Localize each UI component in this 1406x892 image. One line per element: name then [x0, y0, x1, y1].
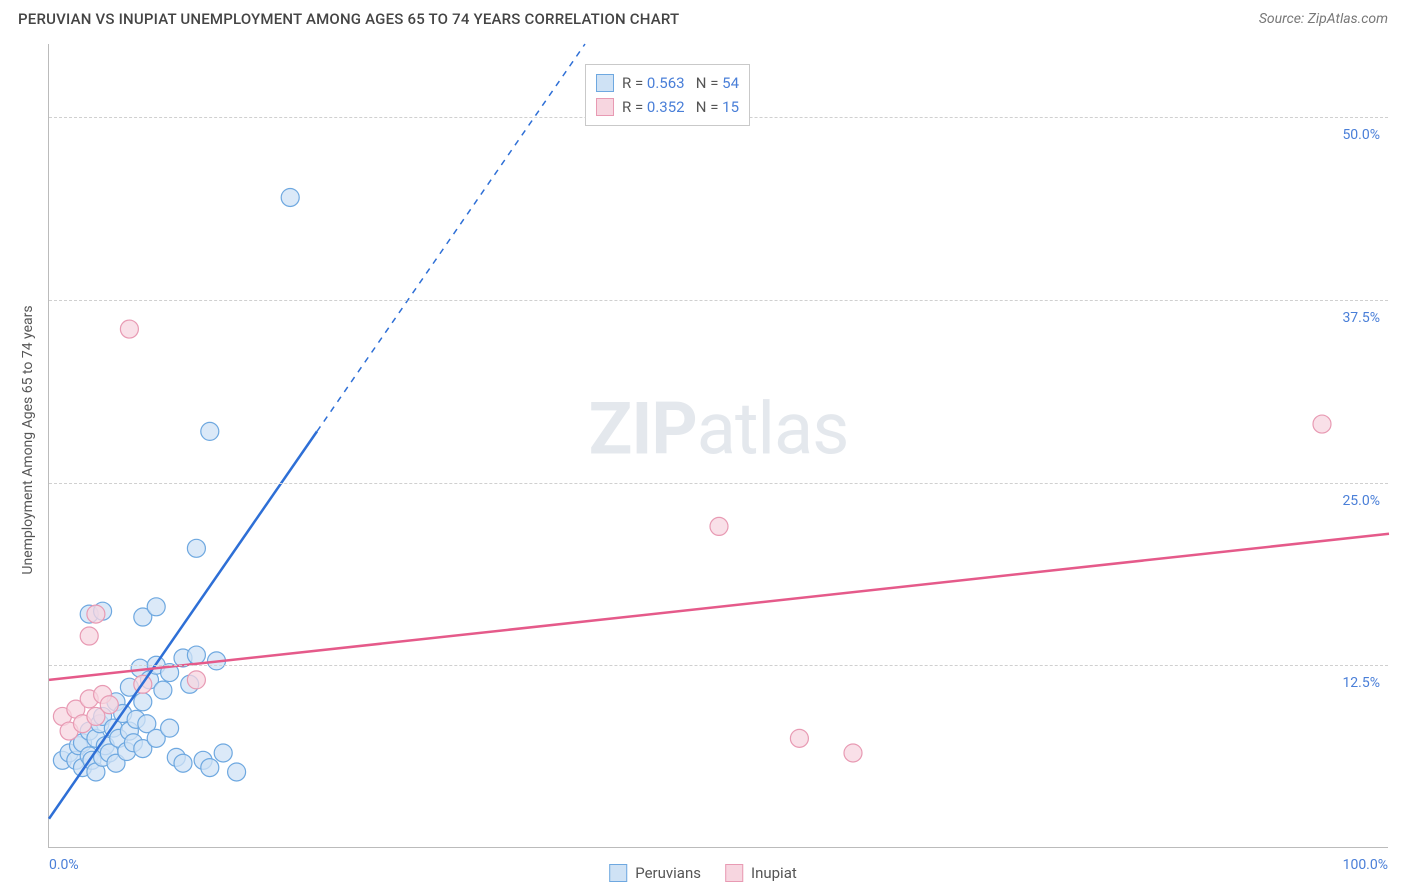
y-tick-label: 25.0% [1342, 493, 1380, 509]
data-point [80, 627, 98, 645]
scatter-svg [49, 44, 1388, 847]
stats-legend-row: R = 0.352 N = 15 [596, 95, 739, 119]
data-point [174, 754, 192, 772]
data-point [201, 422, 219, 440]
stats-text: R = 0.563 N = 54 [622, 71, 739, 95]
stats-text: R = 0.352 N = 15 [622, 95, 739, 119]
data-point [187, 539, 205, 557]
data-point [710, 517, 728, 535]
legend-label: Peruvians [635, 864, 701, 882]
data-point [281, 188, 299, 206]
data-point [187, 646, 205, 664]
bottom-legend: Peruvians Inupiat [609, 864, 797, 882]
data-point [1313, 415, 1331, 433]
gridline [49, 483, 1388, 484]
source-label: Source: ZipAtlas.com [1259, 11, 1388, 27]
gridline [49, 300, 1388, 301]
x-tick-label: 0.0% [49, 857, 79, 873]
plot-region: ZIPatlas 12.5%25.0%37.5%50.0%0.0%100.0%R… [48, 44, 1388, 848]
chart-area: ZIPatlas 12.5%25.0%37.5%50.0%0.0%100.0%R… [48, 44, 1388, 848]
legend-swatch [596, 98, 614, 116]
stats-legend: R = 0.563 N = 54R = 0.352 N = 15 [585, 64, 750, 126]
gridline [49, 665, 1388, 666]
data-point [154, 681, 172, 699]
stats-legend-row: R = 0.563 N = 54 [596, 71, 739, 95]
legend-item: Peruvians [609, 864, 701, 882]
legend-swatch [725, 864, 743, 882]
trend-line-dashed [317, 44, 585, 431]
data-point [214, 744, 232, 762]
x-tick-label: 100.0% [1343, 857, 1388, 873]
y-axis-label: Unemployment Among Ages 65 to 74 years [20, 305, 36, 574]
legend-swatch [609, 864, 627, 882]
data-point [201, 759, 219, 777]
data-point [228, 763, 246, 781]
page-title: PERUVIAN VS INUPIAT UNEMPLOYMENT AMONG A… [18, 10, 679, 28]
legend-item: Inupiat [725, 864, 797, 882]
y-tick-label: 50.0% [1342, 127, 1380, 143]
data-point [187, 671, 205, 689]
legend-swatch [596, 74, 614, 92]
legend-label: Inupiat [751, 864, 797, 882]
data-point [120, 320, 138, 338]
data-point [147, 598, 165, 616]
trend-line [49, 534, 1389, 680]
y-tick-label: 37.5% [1342, 310, 1380, 326]
data-point [100, 696, 118, 714]
y-tick-label: 12.5% [1342, 675, 1380, 691]
data-point [790, 729, 808, 747]
data-point [161, 719, 179, 737]
data-point [134, 693, 152, 711]
data-point [87, 605, 105, 623]
data-point [844, 744, 862, 762]
